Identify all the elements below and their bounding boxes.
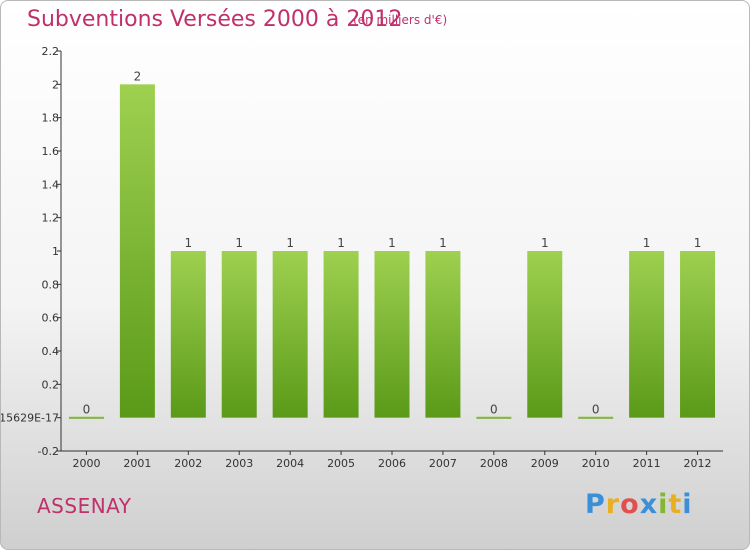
y-tick-label: 1.8 [42,112,60,125]
x-tick-label: 2004 [276,457,304,470]
bars [68,84,716,419]
logo-letter: i [682,489,693,520]
data-label: 1 [337,236,345,250]
data-label: 1 [286,236,294,250]
data-label: 1 [235,236,243,250]
data-label: 1 [694,236,702,250]
bar [578,416,614,419]
data-label: 0 [490,403,498,417]
logo-letter: i [658,489,669,520]
bar [68,416,104,419]
y-tick-label: 1.6 [42,145,60,158]
y-tick-label: 1.4 [42,178,60,191]
x-tick-label: 2003 [225,457,253,470]
y-tick-label: 2.2 [42,45,60,58]
bar [323,251,359,418]
bar [170,251,206,418]
commune-name: ASSENAY [37,494,132,518]
x-tick-label: 2006 [378,457,406,470]
bar [629,251,665,418]
x-tick-label: 2010 [582,457,610,470]
x-tick-label: 2002 [174,457,202,470]
logo-letter: x [639,489,659,520]
logo-letter: o [620,489,640,520]
data-label: 1 [388,236,396,250]
data-label: 1 [541,236,549,250]
y-tick-label: 1.2 [42,212,60,225]
proxiti-logo: Proxiti [585,489,693,520]
bar [272,251,308,418]
y-tick-label: 0.4 [42,345,60,358]
bar [425,251,461,418]
bar [476,416,512,419]
y-tick-label: 0.2 [42,378,60,391]
data-label: 1 [439,236,447,250]
y-tick-label: -0.2 [38,445,59,458]
y-tick-label: -1.15629E-17 [1,412,59,425]
bar [680,251,716,418]
logo-letter: P [585,489,606,520]
x-tick-label: 2008 [480,457,508,470]
bar [221,251,257,418]
x-tick-label: 2012 [684,457,712,470]
data-label: 0 [83,403,91,417]
y-tick-label: 2 [52,78,59,91]
data-label: 2 [134,69,142,83]
logo-letter: r [605,489,621,520]
x-tick-label: 2005 [327,457,355,470]
x-tick-label: 2001 [123,457,151,470]
bar [527,251,563,418]
x-tick-label: 2009 [531,457,559,470]
data-label: 1 [184,236,192,250]
x-tick-label: 2000 [72,457,100,470]
bar [374,251,410,418]
axes: 2.2 2 1.8 1.6 1.4 1.2 1 0.8 0.6 0.4 0.2 -1.15629E-1… [1,45,723,470]
bar [119,84,155,418]
chart-title: Subventions Versées 2000 à 2012 [27,7,403,32]
x-tick-label: 2011 [633,457,661,470]
chart-unit: (en milliers d'€) [353,13,448,27]
data-label: 0 [592,403,600,417]
data-label: 1 [643,236,651,250]
y-tick-label: 0.8 [42,278,60,291]
y-tick-label: 1 [52,245,59,258]
x-tick-label: 2007 [429,457,457,470]
y-tick-label: 0.6 [42,312,60,325]
data-labels: 0 2 1 1 1 1 1 1 0 1 0 1 1 [83,69,702,416]
logo-letter: t [668,489,683,520]
